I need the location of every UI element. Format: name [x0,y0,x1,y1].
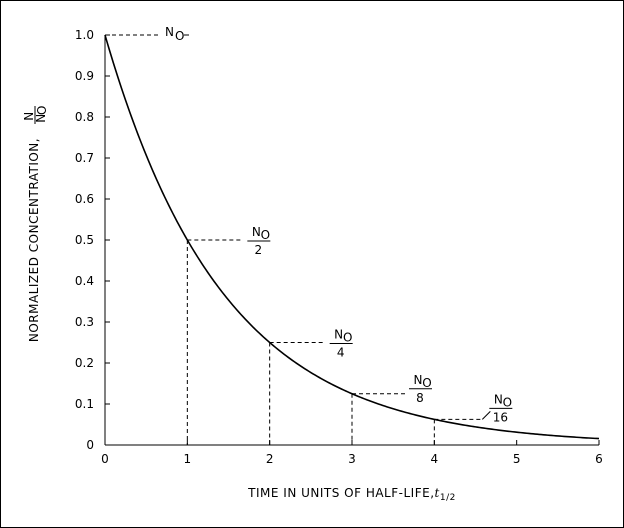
x-tick-label: 1 [184,452,192,466]
y-tick-label: 0.3 [75,315,94,329]
x-tick-label: 5 [513,452,521,466]
y-tick-label: 1.0 [75,28,94,42]
guide-angle [481,411,491,420]
annotation-numerator: N [414,373,423,387]
x-tick-label: 4 [431,452,439,466]
annotation-denominator: 8 [416,391,424,405]
y-fraction-denominator: N [34,113,48,122]
annotation-subscript: O [261,228,270,242]
y-tick-label: 0.8 [75,110,94,124]
annotation-subscript: O [343,331,352,345]
annotations: N ON O2N O4N O8 N O16 [165,25,513,424]
y-tick-label: 0.6 [75,192,94,206]
x-tick-label: 0 [101,452,109,466]
y-tick-label: 0.7 [75,151,94,165]
annotation-denominator: 2 [255,243,263,257]
x-axis-title: TIME IN UNITS OF HALF-LIFE,t1/2 [247,486,456,503]
y-fraction-numerator: N [22,111,36,120]
y-tick-label: 0.9 [75,69,94,83]
half-life-guides [105,34,491,445]
y-tick-label: 0.5 [75,233,94,247]
annotation-numerator: N [334,328,343,342]
ticks: 0 1 2 3 4 5 6 0 0.1 0.2 0.3 0.4 0.5 0.6 0.7 0.8 0.9 1.0 [75,28,603,466]
y-fraction-subscript: O [35,105,49,115]
y-tick-label: 0.4 [75,274,94,288]
annotation-subscript: O [503,395,512,409]
x-tick-label: 2 [266,452,274,466]
annotation-numerator: N [494,392,503,406]
y-tick-label: 0 [86,438,94,452]
annotation-label: N O4 [329,328,353,360]
y-axis-title: NORMALIZED CONCENTRATION, N N O [22,105,49,342]
y-axis-title-fraction: N N O [22,105,49,124]
annotation-denominator: 4 [337,346,345,360]
y-tick-label: 0.1 [75,397,94,411]
decay-curve [104,34,600,440]
annotation-subscript: O [175,29,184,43]
x-tick-label: 3 [348,452,356,466]
annotation-numerator: N [165,25,174,39]
annotation-label: N O8 [409,373,432,405]
annotation-subscript: O [422,376,431,390]
y-tick-label: 0.2 [75,356,94,370]
x-tick-label: 6 [595,452,603,466]
annotation-label: N O2 [247,225,271,257]
annotation-label: N O16 [489,392,513,424]
axes [104,35,599,446]
annotation-numerator: N [252,225,261,239]
y-axis-title-text: NORMALIZED CONCENTRATION, [27,138,41,342]
annotation-denominator: 16 [493,410,508,424]
